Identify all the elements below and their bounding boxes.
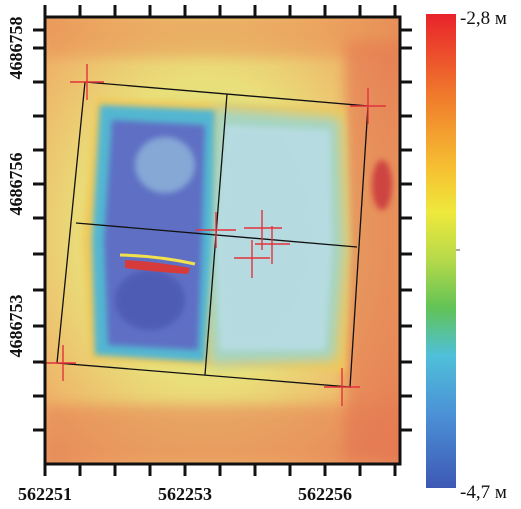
colorbar-min-label: -4,7 м [460, 482, 507, 503]
x-tick-label-3: 562256 [298, 484, 352, 504]
y-tick-label-3: 4686753 [6, 295, 26, 358]
y-tick-label-2: 4686756 [6, 153, 26, 216]
x-tick-label-2: 562253 [158, 484, 212, 504]
y-tick-label-1: 4686758 [6, 17, 26, 80]
x-tick-label-1: 562251 [18, 484, 72, 504]
depth-raster [45, 17, 400, 464]
map-frame [43, 15, 402, 466]
frame-ticks [33, 5, 412, 476]
colorbar-max-label: -2,8 м [460, 8, 507, 29]
survey-markers [42, 64, 386, 406]
depth-colorbar [426, 14, 456, 488]
